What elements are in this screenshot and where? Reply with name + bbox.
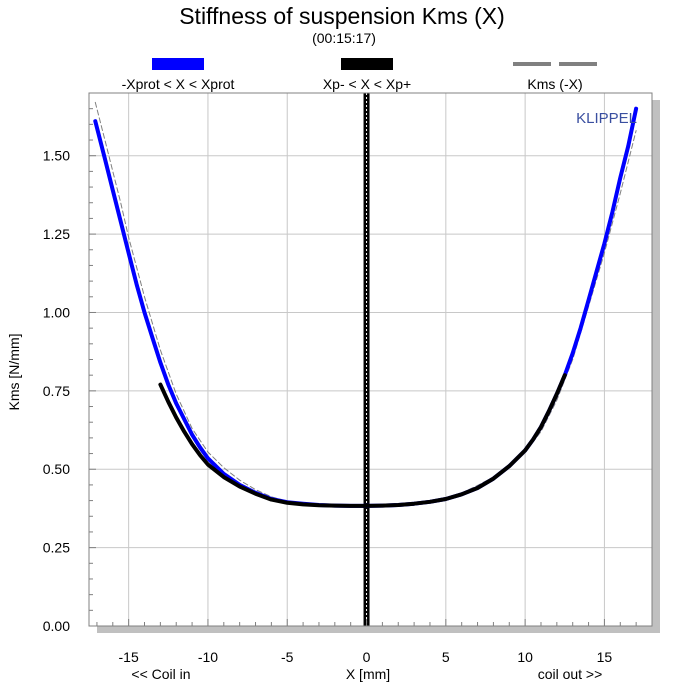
legend: -Xprot < X < Xprot Xp- < X < Xp+ Kms (-X) (122, 58, 597, 92)
y-tick-label: 0.75 (43, 383, 70, 399)
y-tick-label: 0.25 (43, 540, 70, 556)
y-axis-label: Kms [N/mm] (6, 334, 22, 411)
series-layer (93, 93, 639, 626)
legend-swatch (559, 62, 597, 66)
x-left-note: << Coil in (131, 666, 190, 682)
x-tick-label: 5 (442, 649, 450, 665)
chart-subtitle: (00:15:17) (312, 30, 376, 46)
y-tick-label: 0.00 (43, 618, 70, 634)
legend-swatch (341, 58, 393, 70)
x-tick-label: 0 (363, 649, 371, 665)
x-tick-label: -15 (119, 649, 139, 665)
tick-layer: -15 -10 -5 0 5 10 15 0.00 0.25 0.50 0.75 1.00 1.25 1.… (43, 92, 653, 665)
y-tick-label: 0.50 (43, 461, 70, 477)
x-right-note: coil out >> (538, 666, 603, 682)
x-axis-label: X [mm] (346, 666, 390, 682)
series-line-1 (158, 373, 567, 508)
x-tick-label: -5 (281, 649, 294, 665)
x-tick-label: 10 (517, 649, 533, 665)
y-tick-label: 1.00 (43, 304, 70, 320)
plot-area (89, 93, 652, 626)
y-tick-label: 1.25 (43, 226, 70, 242)
legend-swatch (152, 58, 204, 70)
legend-label: Kms (-X) (527, 76, 582, 92)
x-tick-label: -10 (198, 649, 218, 665)
legend-label: Xp- < X < Xp+ (323, 76, 411, 92)
legend-label: -Xprot < X < Xprot (122, 76, 235, 92)
legend-swatch (513, 62, 551, 66)
brand-label: KLIPPEL (576, 110, 637, 127)
plot-border (88, 92, 653, 627)
chart-title: Stiffness of suspension Kms (X) (179, 3, 505, 29)
y-tick-label: 1.50 (43, 148, 70, 164)
x-tick-label: 15 (597, 649, 613, 665)
